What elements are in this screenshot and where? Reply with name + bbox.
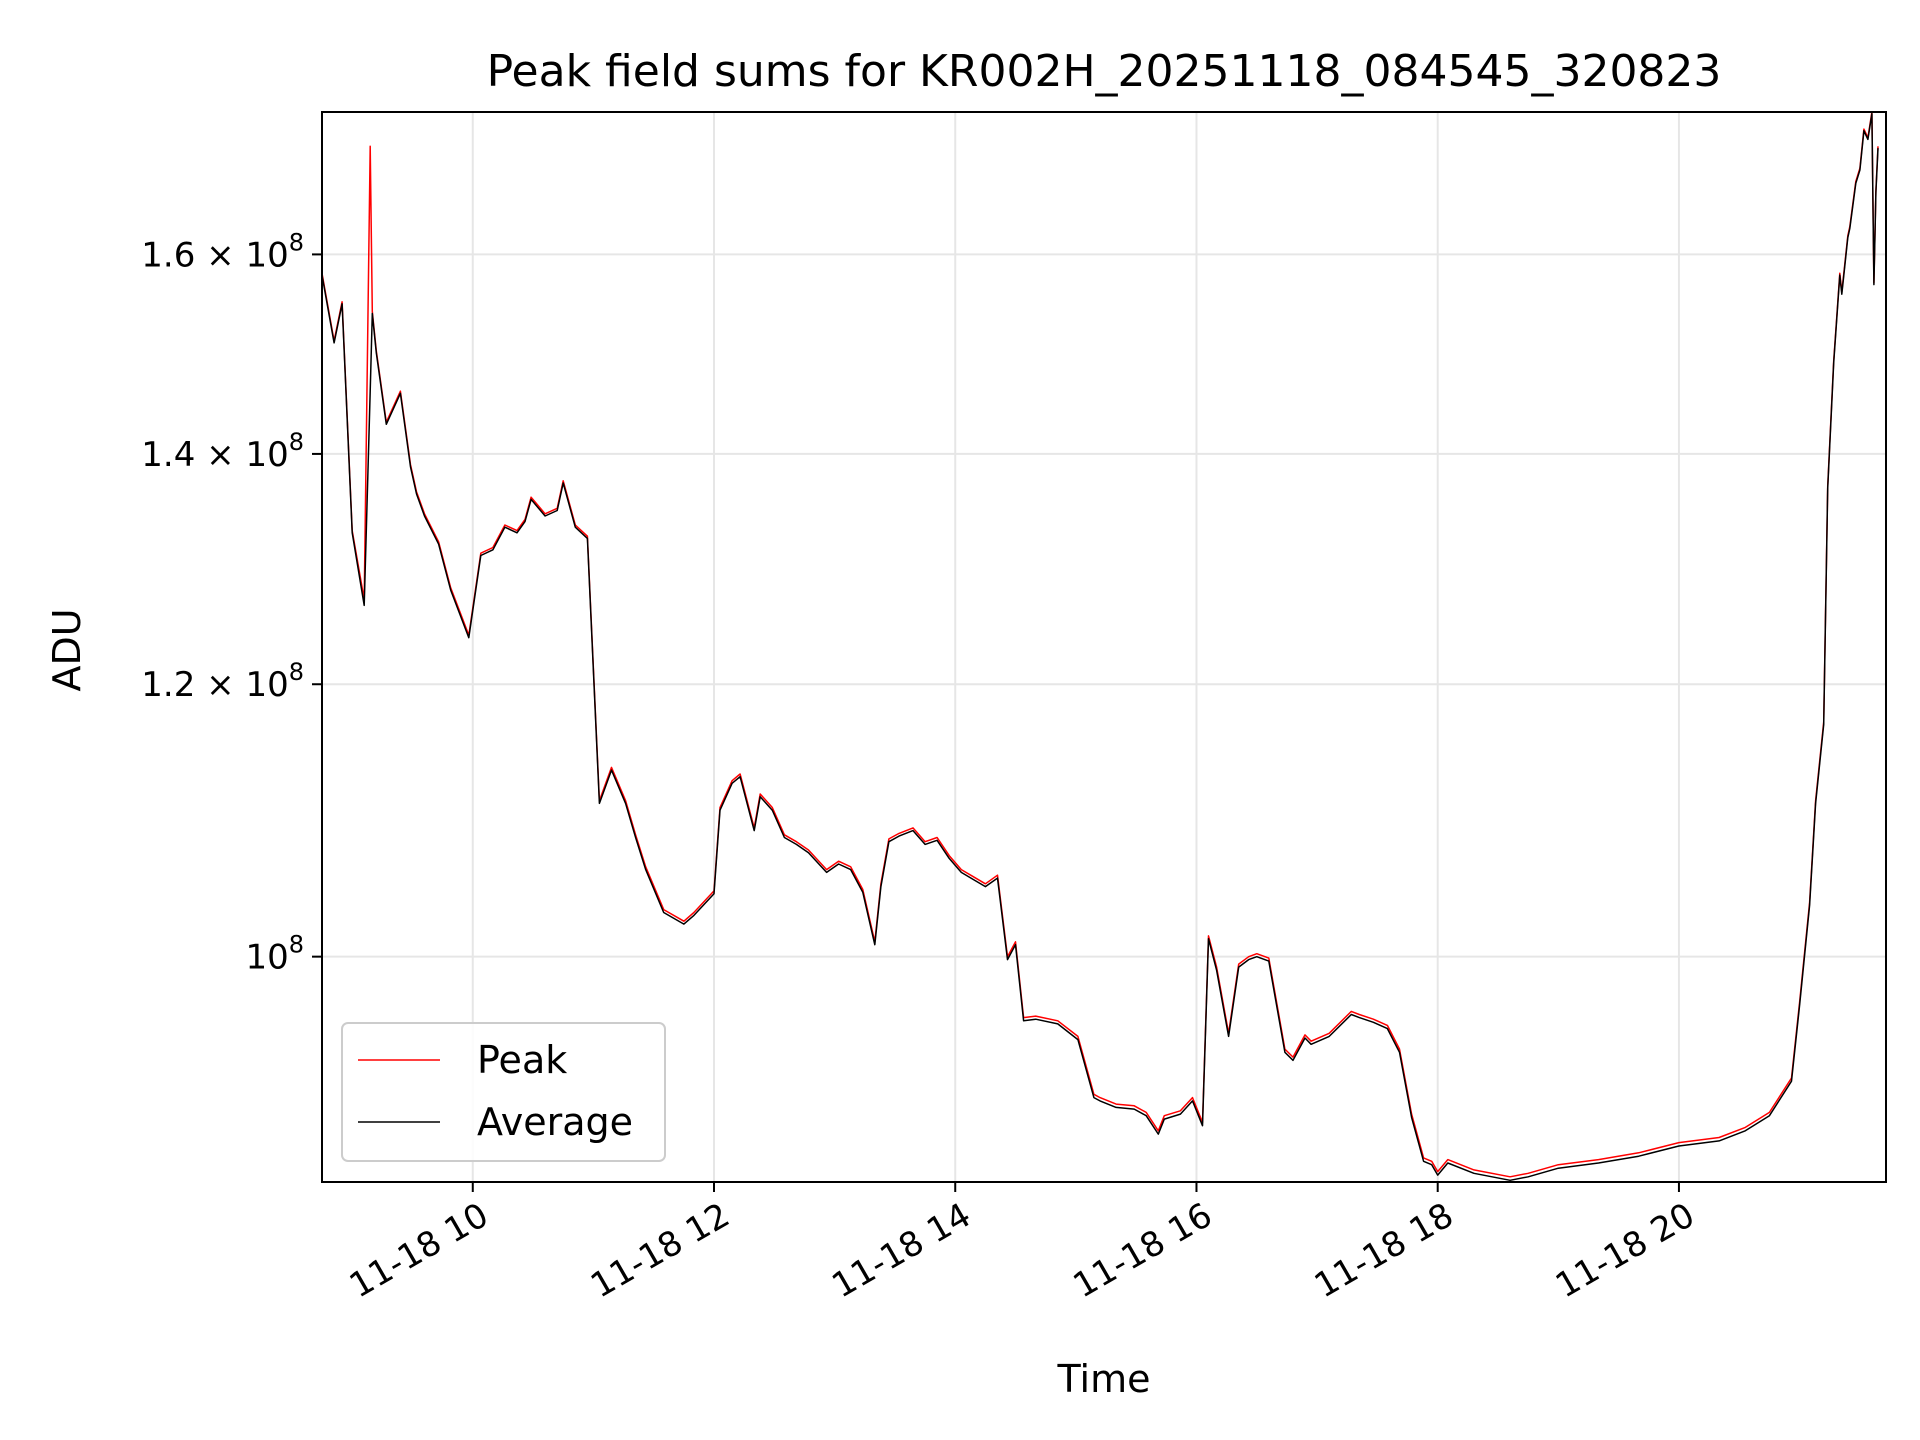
series-line-average	[322, 112, 1879, 1182]
y-tick-exponent: 8	[289, 658, 304, 686]
y-tick-base: 1.4 × 10	[141, 435, 288, 475]
y-tick-label: 1.6 × 108	[141, 228, 304, 275]
y-tick-base: 1.2 × 10	[141, 665, 288, 705]
grid-lines	[322, 112, 1886, 1182]
series-lines	[322, 112, 1879, 1182]
y-tick-exponent: 8	[289, 228, 304, 256]
y-tick-label: 1.2 × 108	[141, 658, 304, 705]
legend-box	[341, 1022, 666, 1162]
legend: Peak Average	[341, 1022, 666, 1162]
series-line-peak	[322, 112, 1879, 1178]
axes-frame	[321, 111, 1887, 1183]
y-tick-label: 108	[245, 931, 304, 978]
x-axis-label: Time	[1057, 1357, 1151, 1401]
y-tick-base: 1.6 × 10	[141, 235, 288, 275]
y-tick-label: 1.4 × 108	[141, 428, 304, 475]
legend-average-label: Average	[477, 1100, 633, 1144]
y-tick-exponent: 8	[289, 428, 304, 456]
y-tick-exponent: 8	[289, 931, 304, 959]
legend-peak-label: Peak	[477, 1038, 567, 1082]
y-tick-base: 10	[245, 938, 288, 978]
y-axis-label: ADU	[45, 608, 89, 691]
chart-title: Peak field sums for KR002H_20251118_0845…	[487, 46, 1722, 97]
